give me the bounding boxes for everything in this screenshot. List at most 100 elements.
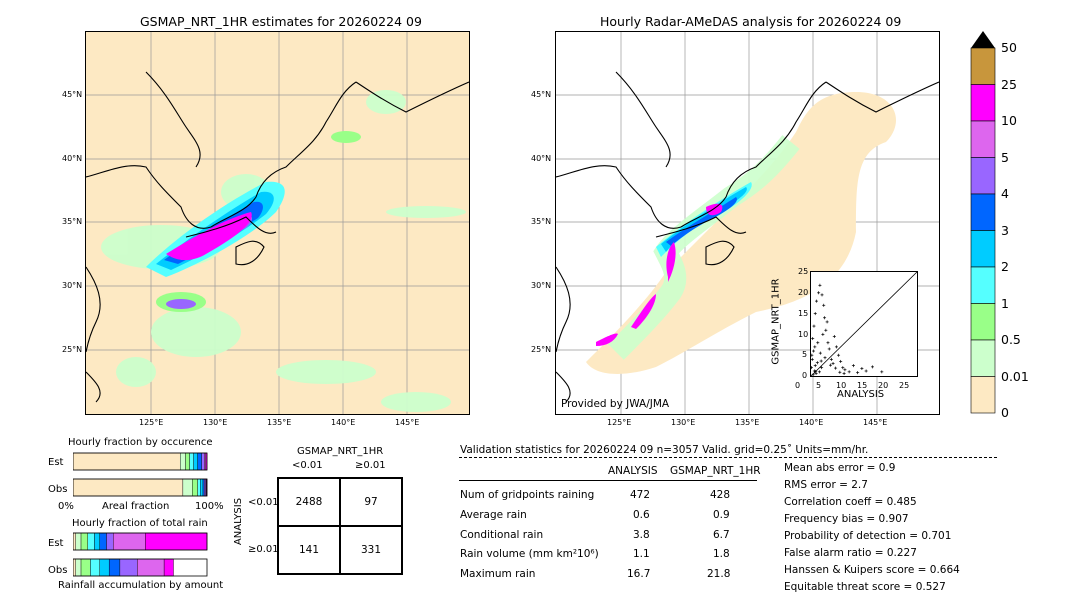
colorbar-segment — [970, 303, 996, 341]
right-lon-130: 130°E — [671, 418, 696, 427]
occurrence-bars — [73, 452, 208, 497]
contingency-title: GSMAP_NRT_1HR — [297, 446, 384, 457]
right-lat-35: 35°N — [531, 217, 552, 226]
fraction-bar-segment — [201, 452, 205, 471]
colorbar-label: 0.5 — [1001, 332, 1021, 347]
colorbar-label: 1 — [1001, 295, 1009, 311]
validation-header: Validation statistics for 20260224 09 n=… — [460, 444, 869, 456]
right-lon-145: 145°E — [863, 418, 888, 427]
stat-analysis: 3.8 — [633, 529, 650, 541]
fraction-bar-segment — [189, 452, 194, 471]
contingency-row-2: ≥0.01 — [248, 544, 279, 555]
fraction-bar-segment — [163, 558, 174, 577]
scatter-xtick-25: 25 — [899, 381, 910, 390]
score-line: Frequency bias = 0.907 — [784, 513, 909, 525]
scatter-point — [820, 293, 824, 297]
stat-gsmap: 6.7 — [713, 529, 730, 541]
contingency-col-2: ≥0.01 — [355, 460, 386, 471]
scatter-point — [870, 365, 874, 369]
right-lat-30: 30°N — [531, 281, 552, 290]
scatter-point — [864, 369, 868, 373]
left-lat-45: 45°N — [62, 90, 83, 99]
score-line: False alarm ratio = 0.227 — [784, 547, 917, 559]
scatter-point — [838, 370, 842, 374]
scatter-point — [825, 320, 829, 324]
contingency-cell: 141 — [278, 526, 340, 574]
fraction-bar-segment — [197, 452, 202, 471]
colorbar-segment — [970, 266, 996, 304]
stat-gsmap: 0.9 — [713, 509, 730, 521]
scatter-point — [818, 351, 822, 355]
scatter-point — [839, 359, 843, 363]
scatter-point — [811, 353, 814, 357]
scatter-ytick-5: 5 — [802, 350, 808, 359]
data-credit: Provided by JWA/JMA — [561, 398, 670, 410]
scatter-point — [834, 366, 838, 370]
scatter-point — [851, 364, 855, 368]
stat-label: Maximum rain — [460, 568, 536, 580]
stat-analysis: 0.6 — [633, 509, 650, 521]
colorbar-segment — [970, 230, 996, 268]
stat-analysis: 1.1 — [633, 548, 650, 560]
left-lon-135: 135°E — [267, 418, 292, 427]
scatter-point — [829, 363, 833, 367]
scatter-point — [823, 356, 827, 360]
colorbar-label: 0.01 — [1001, 368, 1029, 384]
score-line: Probability of detection = 0.701 — [784, 530, 952, 542]
colorbar-segment — [970, 157, 996, 195]
contingency-cell: 97 — [340, 478, 402, 526]
fraction-bar-segment — [73, 478, 184, 497]
left-lat-25: 25°N — [62, 345, 83, 354]
scatter-inset — [810, 271, 918, 377]
scatter-point — [811, 366, 813, 370]
fraction-bar-frame — [73, 558, 208, 577]
scatter-point — [823, 316, 827, 320]
fraction-bar-segment — [73, 452, 181, 471]
scatter-ytick-25: 25 — [798, 267, 809, 276]
scatter-point — [831, 362, 835, 366]
occurrence-xtick-100: 100% — [195, 501, 224, 512]
fraction-bar-segment — [75, 532, 82, 551]
scatter-point — [880, 370, 884, 374]
colorbar-segment — [970, 47, 996, 85]
left-lon-125: 125°E — [139, 418, 164, 427]
scatter-point — [841, 366, 845, 370]
fraction-bar-segment — [108, 558, 121, 577]
fraction-bar-segment — [113, 532, 146, 551]
fraction-bar-segment — [202, 478, 205, 497]
scatter-ytick-10: 10 — [798, 330, 809, 339]
scatter-point — [815, 361, 819, 365]
right-lon-125: 125°E — [607, 418, 632, 427]
stat-label: Rain volume (mm km²10⁶) — [460, 548, 599, 560]
scatter-xtick-5: 5 — [816, 381, 822, 390]
fraction-bar-segment — [80, 532, 88, 551]
scatter-point — [847, 370, 851, 374]
validation-divider — [459, 457, 997, 458]
right-map — [555, 31, 940, 415]
fraction-bar-segment — [106, 532, 114, 551]
scatter-point — [820, 366, 824, 370]
scatter-xtick-10: 10 — [836, 381, 847, 390]
scatter-point — [829, 357, 833, 361]
fraction-bar-segment — [137, 558, 165, 577]
score-line: RMS error = 2.7 — [784, 479, 868, 491]
occurrence-obs-label: Obs — [48, 484, 68, 495]
scatter-point — [814, 372, 818, 376]
stat-label: Num of gridpoints raining — [460, 489, 595, 501]
scatter-point — [814, 369, 818, 373]
stat-gsmap: 1.8 — [713, 548, 730, 560]
colorbar — [970, 31, 996, 414]
left-lon-140: 140°E — [331, 418, 356, 427]
occurrence-est-label: Est — [48, 457, 64, 468]
stat-analysis: 16.7 — [627, 568, 651, 580]
scatter-point — [813, 345, 817, 349]
colorbar-segment — [970, 376, 996, 414]
fraction-bar-segment — [193, 452, 198, 471]
right-map-title: Hourly Radar-AMeDAS analysis for 2026022… — [600, 14, 902, 29]
scatter-point — [860, 367, 864, 371]
fraction-bar-segment — [179, 452, 186, 471]
scatter-point — [822, 303, 826, 307]
scatter-ytick-15: 15 — [798, 309, 809, 318]
scatter-point — [856, 371, 860, 375]
left-map-title: GSMAP_NRT_1HR estimates for 20260224 09 — [140, 14, 422, 29]
